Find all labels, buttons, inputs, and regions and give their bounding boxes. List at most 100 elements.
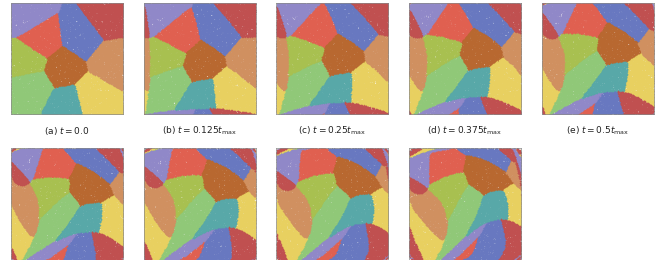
Point [80, 56, 90, 61]
Point [442, 250, 452, 255]
Point [620, 24, 631, 28]
Point [301, 63, 312, 67]
Point [422, 26, 433, 30]
Point [21, 152, 32, 156]
Point [636, 98, 647, 102]
Point [205, 2, 216, 6]
Point [76, 26, 87, 30]
Point [198, 183, 209, 187]
Point [414, 230, 425, 234]
Point [155, 108, 166, 112]
Point [372, 48, 383, 52]
Point [113, 108, 124, 112]
Point [208, 215, 218, 219]
Point [245, 180, 256, 184]
Point [450, 79, 461, 83]
Point [331, 99, 342, 103]
Point [46, 226, 57, 230]
Point [607, 40, 618, 44]
Point [412, 231, 423, 235]
Point [236, 51, 247, 55]
Point [466, 245, 476, 249]
Point [226, 99, 237, 103]
Point [505, 65, 516, 69]
Point [375, 228, 386, 232]
Point [329, 16, 340, 20]
Point [180, 60, 190, 64]
Point [243, 14, 254, 18]
Point [432, 186, 443, 190]
Point [543, 38, 553, 43]
Point [479, 254, 490, 258]
Point [356, 27, 367, 31]
Point [235, 30, 246, 35]
Point [308, 105, 318, 109]
Point [361, 25, 372, 30]
Point [590, 62, 600, 66]
Point [68, 93, 78, 97]
Point [109, 105, 119, 109]
Point [277, 4, 287, 8]
Point [66, 34, 76, 38]
Point [220, 94, 230, 98]
Point [54, 79, 65, 83]
Point [348, 193, 358, 197]
Point [238, 216, 249, 220]
Point [468, 218, 478, 222]
Point [168, 205, 179, 209]
Point [279, 10, 290, 15]
Point [204, 30, 214, 34]
Point [460, 185, 471, 189]
Point [274, 7, 285, 11]
Point [365, 18, 376, 23]
Point [202, 146, 212, 150]
Point [249, 5, 260, 9]
Point [595, 92, 606, 96]
Point [281, 160, 291, 164]
Point [91, 176, 102, 180]
Point [378, 222, 389, 226]
Point [277, 175, 288, 179]
Point [280, 107, 291, 112]
Point [60, 236, 71, 240]
Point [213, 68, 224, 73]
Point [202, 5, 213, 9]
Point [500, 77, 511, 82]
Point [483, 79, 494, 83]
Point [449, 241, 460, 245]
Point [286, 48, 297, 53]
Point [487, 207, 498, 211]
Point [594, 43, 605, 47]
Point [378, 162, 389, 167]
Point [429, 3, 440, 7]
Point [282, 19, 293, 23]
Point [490, 177, 501, 181]
Point [358, 72, 369, 76]
Point [38, 55, 49, 59]
Point [114, 64, 125, 69]
Point [160, 40, 171, 44]
Point [105, 51, 115, 55]
Point [379, 110, 389, 114]
Point [370, 22, 381, 26]
Point [291, 32, 302, 36]
Point [597, 110, 608, 114]
Point [9, 88, 19, 93]
Point [429, 208, 440, 212]
Point [426, 209, 437, 213]
Point [25, 160, 36, 164]
Point [103, 75, 114, 79]
Point [472, 209, 483, 213]
Point [156, 17, 167, 21]
Point [417, 43, 427, 48]
Point [308, 1, 318, 5]
Point [618, 3, 629, 7]
Point [484, 146, 494, 151]
Point [53, 112, 64, 116]
Point [206, 186, 216, 190]
Point [319, 196, 330, 200]
Point [362, 224, 373, 229]
Point [210, 176, 220, 180]
Point [618, 103, 628, 107]
Point [600, 62, 610, 67]
